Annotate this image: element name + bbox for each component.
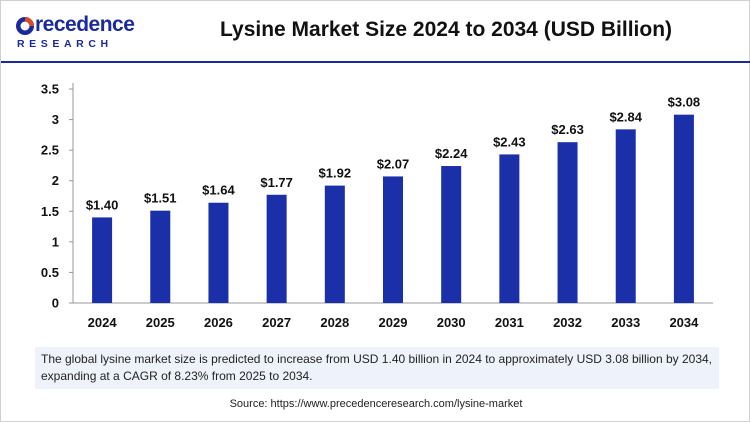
x-tick-label: 2025 — [146, 315, 175, 330]
x-tick-label: 2028 — [320, 315, 349, 330]
bar — [557, 142, 578, 303]
x-tick-label: 2033 — [611, 315, 640, 330]
y-tick-label: 1.5 — [41, 204, 59, 219]
x-tick-label: 2032 — [553, 315, 582, 330]
x-tick-label: 2029 — [379, 315, 408, 330]
source-citation: Source: https://www.precedenceresearch.c… — [229, 398, 523, 410]
y-tick-label: 3 — [52, 112, 59, 127]
data-label: $3.08 — [668, 95, 701, 110]
bar — [150, 210, 171, 303]
data-label: $2.43 — [493, 134, 526, 149]
y-tick-label: 2.5 — [41, 143, 59, 158]
bar — [441, 166, 462, 303]
y-tick-label: 1 — [52, 234, 59, 249]
x-tick-label: 2027 — [262, 315, 291, 330]
x-tick-label: 2024 — [88, 315, 118, 330]
data-label: $2.63 — [551, 122, 584, 137]
bar — [266, 194, 287, 303]
bar-chart: 0 0.5 1 1.5 2 2.5 3 3.5 $1.40 2024 $1.51 2025 $1.64 2… — [41, 82, 713, 330]
logo-subtitle: RESEARCH — [17, 38, 113, 50]
logo-wordmark: recedence — [35, 13, 135, 36]
bar — [673, 114, 694, 304]
header: recedence RESEARCH Lysine Market Size 20… — [1, 1, 750, 63]
data-label: $2.24 — [435, 146, 468, 161]
bar — [324, 185, 345, 303]
data-label: $1.92 — [319, 166, 352, 181]
data-label: $2.84 — [609, 109, 642, 124]
x-tick-label: 2034 — [669, 315, 699, 330]
data-label: $1.51 — [144, 191, 177, 206]
brand-logo: recedence RESEARCH — [13, 11, 135, 53]
chart-title: Lysine Market Size 2024 to 2034 (USD Bil… — [219, 18, 673, 41]
y-tick-label: 0 — [52, 296, 59, 311]
x-tick-label: 2031 — [495, 315, 524, 330]
y-tick-label: 2 — [52, 173, 59, 188]
summary-note: The global lysine market size is predict… — [35, 347, 719, 389]
bar — [615, 129, 636, 303]
bar — [92, 217, 113, 303]
bar — [208, 202, 229, 303]
y-tick-label: 3.5 — [41, 82, 59, 97]
y-tick-label: 0.5 — [41, 265, 59, 280]
logo-p-icon — [16, 17, 34, 35]
data-label: $1.77 — [260, 175, 293, 190]
data-label: $2.07 — [377, 156, 410, 171]
x-tick-label: 2030 — [437, 315, 466, 330]
data-label: $1.64 — [202, 183, 235, 198]
bar — [383, 176, 403, 303]
bar — [499, 154, 520, 303]
x-tick-label: 2026 — [204, 315, 233, 330]
data-label: $1.40 — [86, 197, 119, 212]
